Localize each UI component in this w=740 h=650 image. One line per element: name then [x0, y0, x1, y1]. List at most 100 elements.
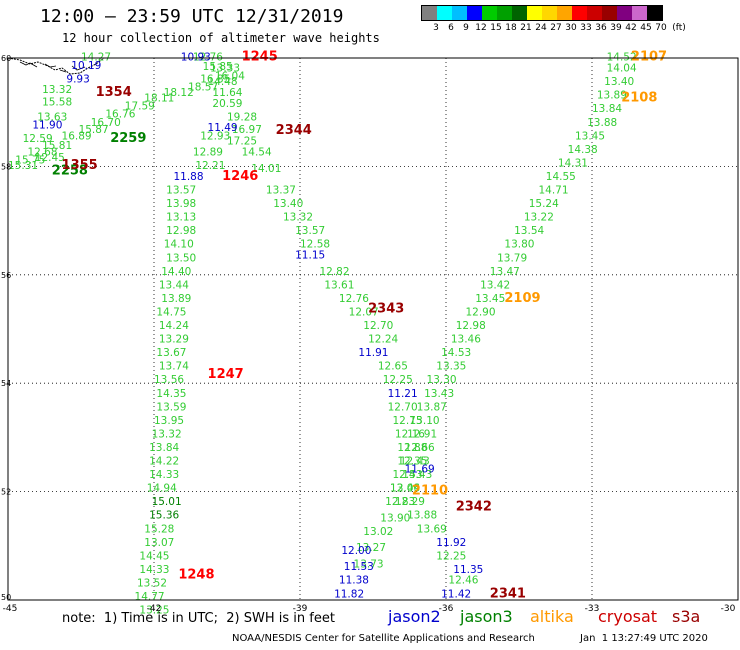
colorbar-tick-label: 12 — [475, 23, 487, 33]
pass-time-label: 2344 — [276, 123, 312, 138]
wave-height-value: 12.29 — [395, 496, 425, 508]
wave-height-value: 11.35 — [453, 564, 483, 576]
colorbar-tick-label: 21 — [520, 23, 532, 33]
axis-labels: -45 -42 -39 -36 -33 -30 60 58 56 54 52 50 — [1, 54, 736, 614]
wave-height-value: 16.97 — [232, 124, 262, 136]
wave-height-value: 15.28 — [144, 523, 174, 535]
map-grid — [8, 58, 738, 600]
wave-height-value: 13.10 — [410, 415, 440, 427]
latitude-tick-label: 58 — [1, 162, 11, 171]
page-subtitle: 12 hour collection of altimeter wave hei… — [62, 31, 380, 45]
wave-height-value: 13.25 — [139, 605, 169, 617]
colorbar-tick-label: 24 — [535, 23, 547, 33]
wave-height-value: 13.45 — [475, 293, 505, 305]
wave-height-value: 15.81 — [42, 140, 72, 152]
wave-height-value: 12.98 — [456, 320, 486, 332]
wave-height-value: 12.46 — [448, 575, 478, 587]
wave-height-value: 11.82 — [334, 588, 364, 600]
wave-height-value: 12.00 — [341, 545, 371, 557]
latitude-tick-label: 50 — [1, 593, 11, 602]
coastline-detail — [19, 61, 86, 73]
wave-height-value: 14.55 — [546, 171, 576, 183]
colorbar-swatch — [437, 6, 452, 20]
wave-height-value: 12.66 — [405, 442, 435, 454]
wave-height-value: 15.31 — [8, 160, 38, 172]
colorbar-swatch — [572, 6, 587, 20]
wave-height-value: 11.49 — [208, 122, 238, 134]
wave-height-value: 17.25 — [227, 136, 257, 148]
wave-height-value: 12.91 — [407, 428, 437, 440]
wave-height-value: 14.94 — [147, 483, 177, 495]
wave-height-value: 11.42 — [441, 588, 471, 600]
pass-time-label: 1246 — [222, 169, 258, 184]
wave-height-value: 13.13 — [166, 212, 196, 224]
colorbar-tick-label: 3 — [433, 23, 439, 33]
pass-time-label: 2110 — [412, 483, 448, 498]
wave-height-value: 16.70 — [91, 117, 121, 129]
pass-time-label: 2341 — [490, 586, 526, 601]
wave-height-value: 17.59 — [125, 100, 155, 112]
pass-time-label: 1247 — [208, 367, 244, 382]
colorbar-legend: 3 6 9 12 15 18 21 24 27 30 33 36 39 42 45 70 (ft) — [421, 5, 686, 35]
colorbar-swatch — [452, 6, 467, 20]
wave-height-value: 13.67 — [156, 347, 186, 359]
wave-height-value: 19.28 — [227, 111, 257, 123]
wave-height-value: 18.57 — [188, 82, 218, 94]
longitude-tick-label: -39 — [293, 604, 308, 614]
wave-height-value: 12.70 — [363, 320, 393, 332]
map-frame — [7, 57, 739, 601]
wave-height-value: 15.75 — [15, 155, 45, 167]
wave-height-value: 15.58 — [42, 97, 72, 109]
wave-height-value: 13.46 — [451, 334, 481, 346]
colorbar-tick-label: 30 — [565, 23, 577, 33]
wave-height-value: 13.59 — [156, 401, 186, 413]
wave-height-value: 11.90 — [32, 119, 62, 131]
wave-height-value: 15.24 — [529, 198, 559, 210]
wave-height-value: 12.07 — [349, 306, 379, 318]
footer-note: note: 1) Time is in UTC; 2) SWH is in fe… — [62, 611, 335, 626]
wave-height-value: 13.29 — [159, 334, 189, 346]
wave-height-value: 14.35 — [156, 388, 186, 400]
legend-jason2: jason2 — [388, 607, 441, 626]
wave-height-value: 13.45 — [575, 130, 605, 142]
pass-time-label: 2259 — [110, 131, 146, 146]
wave-height-value: 14.01 — [251, 163, 281, 175]
wave-height-value: 12.68 — [27, 147, 57, 159]
colorbar-swatch — [542, 6, 557, 20]
wave-height-value: 13.80 — [504, 239, 534, 251]
pass-time-label: 2108 — [621, 90, 657, 105]
wave-height-value: 12.90 — [465, 306, 495, 318]
pass-time-label: 1355 — [62, 158, 98, 173]
wave-height-value: 13.30 — [427, 374, 457, 386]
wave-height-value: 13.57 — [166, 185, 196, 197]
wave-height-value: 12.83 — [385, 496, 415, 508]
wave-height-value: 11.53 — [344, 561, 374, 573]
wave-height-value: 13.98 — [166, 198, 196, 210]
legend-s3a: s3a — [672, 607, 701, 626]
colorbar-tick-label: 27 — [550, 23, 562, 33]
pass-time-label: 1248 — [178, 567, 214, 582]
wave-height-value: 13.89 — [597, 90, 627, 102]
wave-height-value: 13.32 — [152, 428, 182, 440]
wave-height-value: 13.56 — [154, 374, 184, 386]
satellite-tracks: 12.76 15.8516.8518.5718.1218.1117.5916.76… — [8, 52, 637, 617]
wave-height-value: 12.93 — [200, 130, 230, 142]
wave-height-value: 14.31 — [558, 157, 588, 169]
wave-height-value: 12.59 — [23, 133, 53, 145]
pass-time-label: 2107 — [631, 50, 667, 65]
wave-height-value: 12.16 — [395, 428, 425, 440]
latitude-tick-label: 60 — [1, 54, 11, 63]
wave-height-value: 14.45 — [139, 550, 169, 562]
legend-jason3: jason3 — [460, 607, 513, 626]
wave-height-value: 13.33 — [210, 63, 240, 75]
wave-height-value: 11.88 — [173, 171, 203, 183]
wave-height-value: 13.37 — [266, 185, 296, 197]
colorbar-ticks: 3 6 9 12 15 18 21 24 27 30 33 36 39 42 45 70 (ft) — [421, 21, 686, 35]
wave-height-value: 13.27 — [356, 542, 386, 554]
wave-height-value: 20.59 — [212, 98, 242, 110]
colorbar-tick-label: 45 — [640, 23, 652, 33]
legend-altika: altika — [530, 607, 574, 626]
colorbar-tick-label: 39 — [610, 23, 622, 33]
wave-height-value: 13.40 — [604, 76, 634, 88]
